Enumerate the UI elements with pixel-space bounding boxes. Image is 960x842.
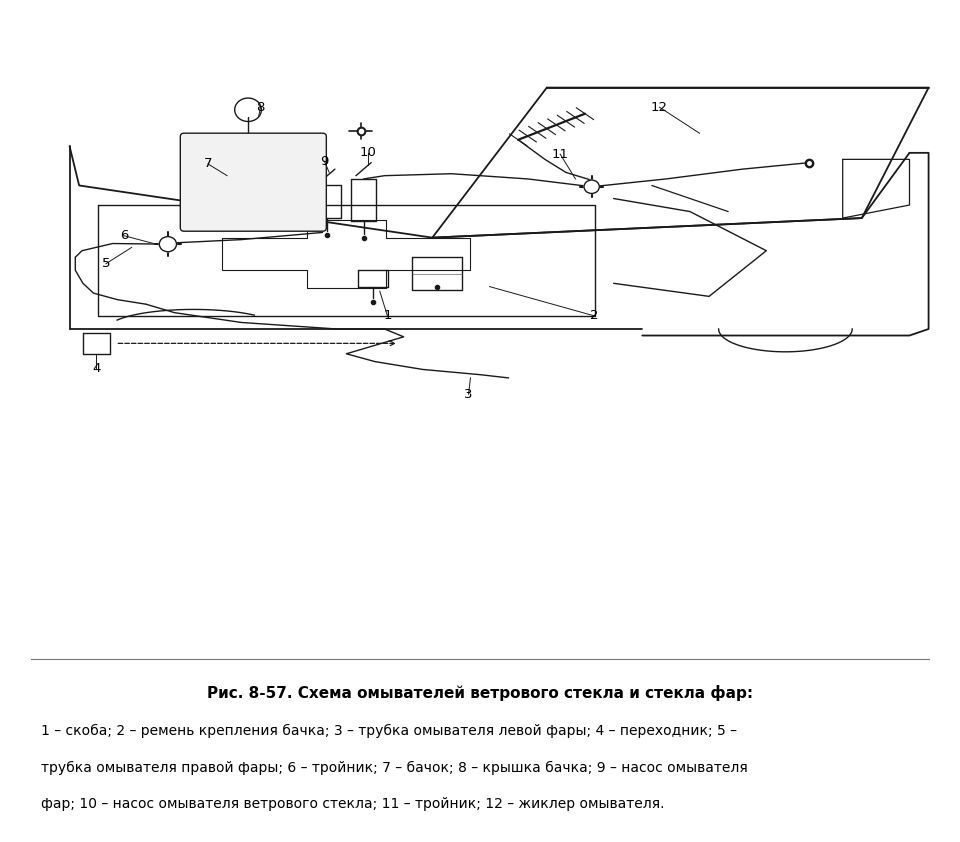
Text: трубка омывателя правой фары; 6 – тройник; 7 – бачок; 8 – крышка бачка; 9 – насо: трубка омывателя правой фары; 6 – тройни… <box>41 761 748 775</box>
Text: 8: 8 <box>256 101 265 114</box>
Text: 1: 1 <box>383 310 392 322</box>
FancyBboxPatch shape <box>180 133 326 232</box>
Text: Рис. 8-57. Схема омывателей ветрового стекла и стекла фар:: Рис. 8-57. Схема омывателей ветрового ст… <box>207 685 753 701</box>
Text: 3: 3 <box>465 387 472 401</box>
Text: 10: 10 <box>360 147 376 159</box>
Circle shape <box>584 180 599 194</box>
Text: 12: 12 <box>651 101 668 114</box>
Circle shape <box>159 237 177 252</box>
Text: 2: 2 <box>590 310 599 322</box>
Text: 6: 6 <box>120 229 129 242</box>
Text: 9: 9 <box>321 155 328 168</box>
Text: 7: 7 <box>204 157 212 170</box>
Text: фар; 10 – насос омывателя ветрового стекла; 11 – тройник; 12 – жиклер омывателя.: фар; 10 – насос омывателя ветрового стек… <box>41 797 664 811</box>
Text: 11: 11 <box>552 147 568 161</box>
Text: 4: 4 <box>92 361 101 375</box>
Text: 5: 5 <box>102 258 110 270</box>
Text: 1 – скоба; 2 – ремень крепления бачка; 3 – трубка омывателя левой фары; 4 – пере: 1 – скоба; 2 – ремень крепления бачка; 3… <box>41 723 737 738</box>
